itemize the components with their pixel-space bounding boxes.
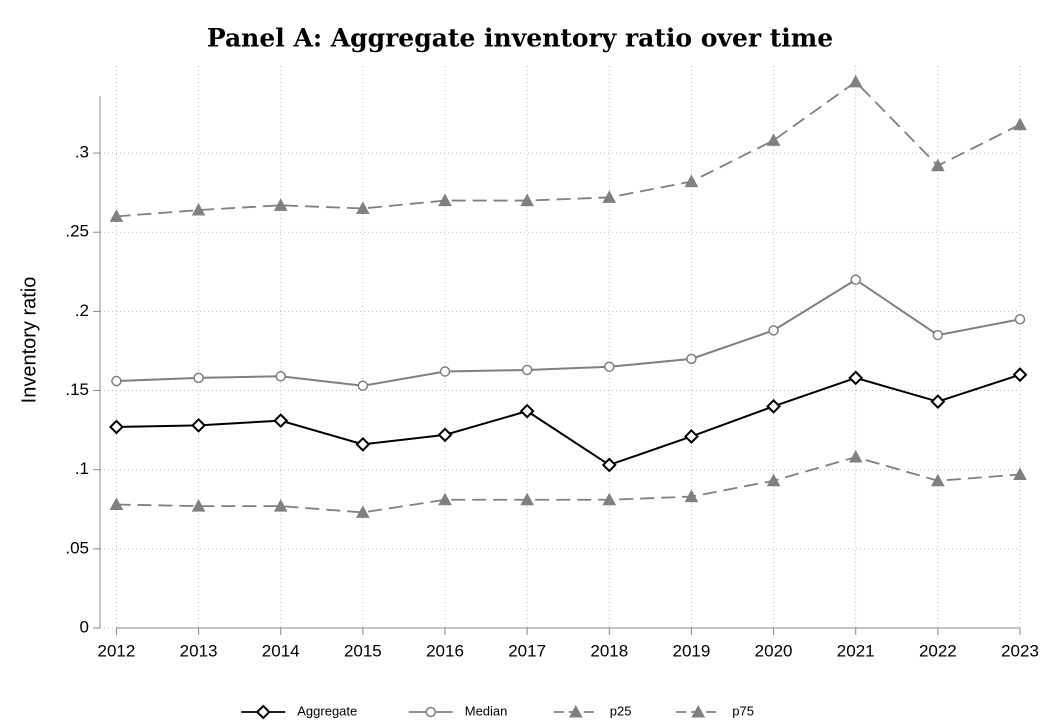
point: [520, 193, 534, 207]
chart-title: Panel A: Aggregate inventory ratio over …: [207, 24, 833, 53]
x-tick-label: 2017: [508, 641, 546, 660]
point: [355, 436, 371, 452]
series-line: [116, 373, 1021, 467]
point: [601, 457, 617, 473]
point: [356, 201, 370, 214]
point: [848, 370, 864, 386]
legend-marker: [568, 704, 583, 718]
point: [848, 74, 863, 88]
point: [931, 473, 945, 487]
x-tick-label: 2016: [426, 641, 464, 660]
point: [356, 505, 370, 518]
point: [193, 372, 204, 384]
point: [850, 274, 861, 285]
point: [438, 492, 452, 506]
point: [684, 429, 699, 444]
point: [521, 364, 533, 376]
x-tick-label: 2020: [755, 641, 793, 660]
point: [848, 449, 863, 463]
x-tick-label: 2019: [673, 641, 711, 660]
y-tick-label: .15: [65, 380, 89, 399]
point: [932, 329, 944, 341]
y-tick-label: .05: [65, 538, 89, 557]
x-tick-label: 2015: [344, 641, 382, 660]
point: [275, 371, 286, 382]
point: [438, 193, 452, 207]
x-tick-label: 2018: [590, 641, 628, 660]
point: [766, 473, 781, 487]
point: [1014, 314, 1026, 325]
legend-label: Median: [465, 703, 508, 718]
point: [1013, 117, 1027, 131]
x-tick-label: 2012: [98, 641, 136, 660]
legend-marker: [425, 706, 436, 718]
point: [1013, 467, 1027, 480]
x-tick-label: 2021: [837, 641, 875, 660]
x-tick-label: 2022: [919, 641, 957, 660]
series-line: [116, 456, 1021, 514]
point: [191, 203, 206, 216]
x-tick-label: 2013: [180, 641, 218, 660]
point: [111, 375, 122, 387]
series-line: [116, 278, 1021, 387]
series-line: [116, 80, 1021, 218]
x-tick-label: 2023: [1001, 641, 1039, 660]
point: [439, 366, 451, 377]
point: [357, 380, 369, 392]
legend-label: Aggregate: [297, 703, 357, 718]
legend-label: p75: [732, 703, 754, 718]
point: [684, 174, 699, 188]
point: [768, 325, 779, 336]
point: [191, 417, 206, 433]
point: [604, 361, 615, 373]
point: [191, 499, 206, 512]
point: [109, 419, 124, 435]
y-tick-label: .2: [75, 301, 89, 320]
y-tick-label: .1: [75, 459, 89, 478]
y-axis-label: Inventory ratio: [18, 277, 40, 404]
point: [931, 158, 945, 172]
legend-marker: [691, 704, 706, 718]
point: [686, 353, 697, 365]
legend-label: p25: [610, 703, 632, 718]
y-tick-label: .25: [65, 222, 89, 241]
point: [273, 413, 289, 429]
point: [766, 398, 781, 414]
point: [437, 427, 453, 443]
x-tick-label: 2014: [262, 641, 300, 660]
point: [1012, 367, 1028, 383]
legend-marker: [255, 704, 271, 720]
y-tick-label: 0: [80, 617, 89, 636]
point: [602, 190, 617, 203]
point: [520, 492, 534, 506]
point: [273, 499, 288, 512]
point: [109, 497, 124, 511]
point: [602, 492, 617, 506]
y-tick-label: .3: [75, 143, 89, 162]
point: [109, 209, 124, 222]
point: [273, 198, 288, 211]
point: [766, 133, 781, 146]
point: [930, 394, 946, 410]
point: [684, 489, 699, 503]
point: [519, 403, 535, 419]
